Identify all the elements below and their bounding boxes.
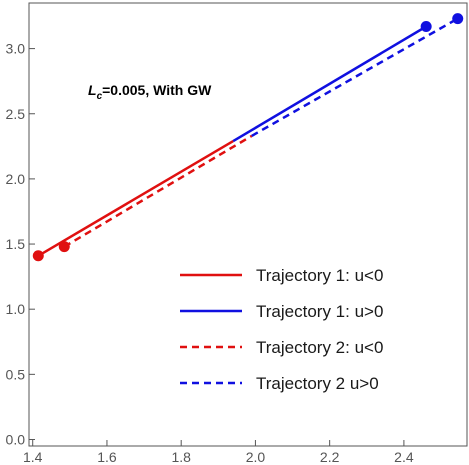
y-tick-label-4: 2.0 xyxy=(6,171,26,187)
series-marker-0-0 xyxy=(32,250,44,262)
annotation-label: Lc=0.005, With GW xyxy=(88,82,212,102)
x-tick-label-3: 2.0 xyxy=(246,449,266,465)
series-line-0 xyxy=(37,140,234,257)
annotation-subscript: c xyxy=(97,91,103,102)
series-line-2 xyxy=(63,134,253,248)
y-tick-label-5: 2.5 xyxy=(6,106,26,122)
y-tick-label-1: 0.5 xyxy=(6,366,26,382)
y-tick-label-2: 1.0 xyxy=(6,301,26,317)
legend-label-3: Trajectory 2 u>0 xyxy=(256,374,379,393)
ticks-layer: 1.4 1.6 1.8 2.0 2.2 2.4 0.0 0.5 1.0 1.5 2.0 2.5 3.0 xyxy=(6,41,414,465)
y-tick-label-6: 3.0 xyxy=(6,41,26,57)
legend-label-0: Trajectory 1: u<0 xyxy=(256,266,383,285)
plot-frame xyxy=(28,2,468,447)
series-line-3 xyxy=(251,17,459,137)
series-line-1 xyxy=(232,25,427,143)
series-marker-3-0 xyxy=(452,13,464,25)
annotation-rest: =0.005, With GW xyxy=(102,82,212,98)
x-tick-label-2: 1.8 xyxy=(171,449,191,465)
x-tick-label-5: 2.4 xyxy=(394,449,414,465)
series-marker-1-0 xyxy=(420,20,432,32)
legend-label-2: Trajectory 2: u<0 xyxy=(256,338,383,357)
series-marker-2-0 xyxy=(58,241,70,253)
annotation-italic: L xyxy=(88,82,97,98)
legend-label-1: Trajectory 1: u>0 xyxy=(256,302,383,321)
y-tick-label-3: 1.5 xyxy=(6,236,26,252)
series-layer xyxy=(32,13,464,262)
y-tick-label-0: 0.0 xyxy=(6,431,26,447)
legend: Trajectory 1: u<0 Trajectory 1: u>0 Trajec… xyxy=(180,266,383,393)
x-tick-label-0: 1.4 xyxy=(23,449,43,465)
x-tick-label-1: 1.6 xyxy=(97,449,117,465)
x-tick-label-4: 2.2 xyxy=(320,449,340,465)
